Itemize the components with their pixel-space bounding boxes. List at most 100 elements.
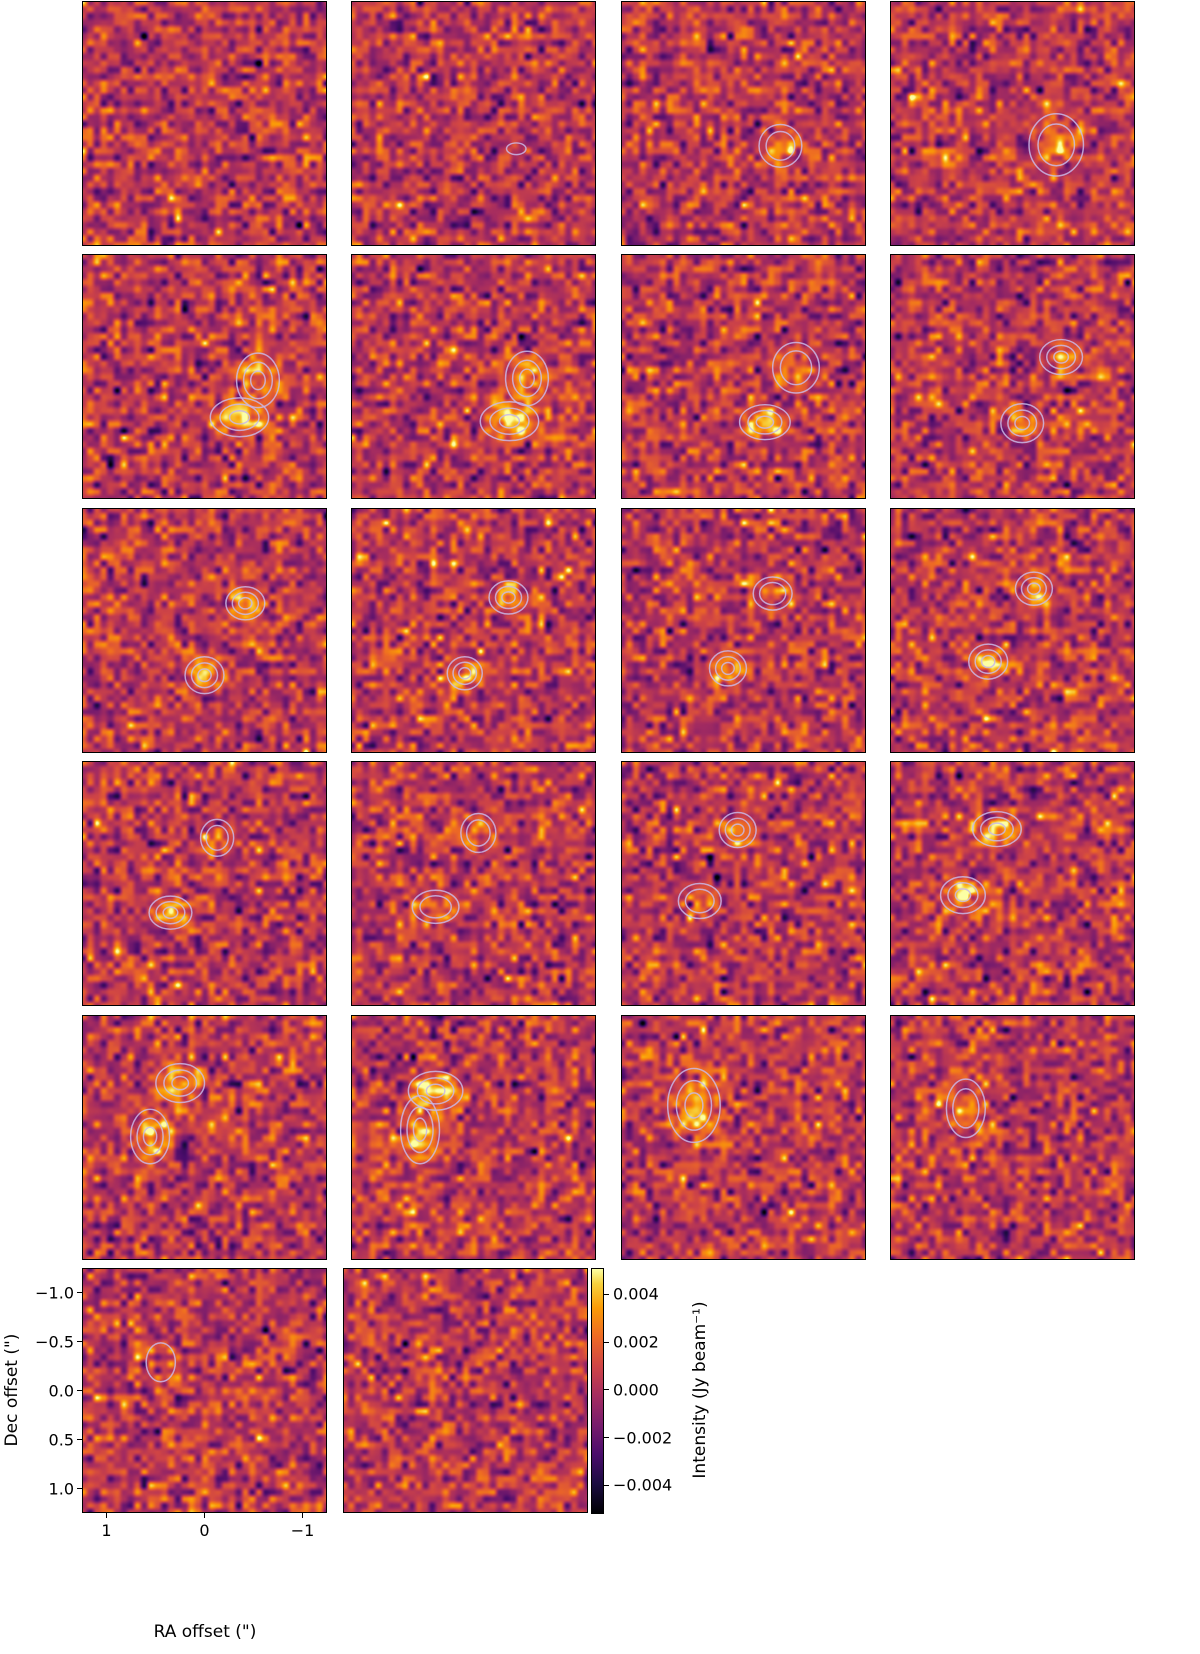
intensity-image: [83, 2, 326, 245]
contour-level-2: [714, 655, 742, 681]
x-tick-label: 1: [101, 1521, 112, 1540]
contour-level-3: [684, 1092, 704, 1119]
contour-level-1: [399, 1094, 441, 1165]
channel-panel-22: [343, 1268, 588, 1513]
contour-overlay: [184, 586, 266, 695]
colorbar: [591, 1268, 604, 1514]
x-tick-label: 0: [199, 1521, 210, 1540]
contour-level-2: [675, 1079, 713, 1131]
contour-level-1: [968, 643, 1009, 680]
contour-level-2: [758, 581, 787, 606]
contour-level-3: [237, 596, 253, 610]
contour-level-3: [755, 415, 775, 429]
contour-level-1: [209, 397, 270, 438]
contour-overlay: [129, 1062, 206, 1165]
contour-overlay: [411, 812, 497, 925]
contour-overlay: [446, 580, 529, 691]
contour-overlay: [344, 1269, 587, 1512]
contour-level-1: [446, 656, 483, 691]
contour-level-1: [971, 810, 1022, 848]
channel-panel-8: [890, 254, 1135, 499]
contour-overlay: [945, 1078, 987, 1139]
contour-level-1: [1028, 113, 1085, 177]
contour-level-2: [190, 662, 219, 689]
y-tick: [77, 1292, 82, 1293]
channel-panel-6: [351, 254, 596, 499]
y-tick-label: 0.0: [48, 1381, 74, 1400]
contour-level-3: [730, 823, 745, 837]
colorbar-tick: [604, 1484, 609, 1486]
channel-panel-3: [621, 1, 866, 246]
channel-panel-18: [351, 1015, 596, 1260]
y-tick-label: −1.0: [35, 1283, 74, 1302]
contour-overlay: [666, 1067, 721, 1144]
contour-level-2: [765, 130, 796, 161]
contour-overlay: [677, 811, 757, 920]
contour-level-3: [1026, 582, 1041, 596]
channel-panel-21: [82, 1268, 327, 1513]
contour-level-3: [980, 654, 996, 669]
channel-panel-13: [82, 761, 327, 1006]
contour-level-3: [171, 1075, 190, 1091]
intensity-image: [622, 509, 865, 752]
contour-level-3: [1053, 350, 1070, 364]
x-tick: [302, 1513, 303, 1518]
channel-panel-20: [890, 1015, 1135, 1260]
intensity-image: [352, 1016, 595, 1259]
contour-level-1: [235, 352, 281, 409]
channel-panel-11: [621, 508, 866, 753]
contour-level-2: [979, 816, 1014, 842]
intensity-image: [622, 762, 865, 1005]
contour-level-2: [952, 1088, 980, 1129]
intensity-image: [83, 255, 326, 498]
channel-panel-14: [351, 761, 596, 1006]
contour-level-1: [758, 123, 803, 168]
contour-level-2: [242, 361, 274, 400]
colorbar-label: Intensity (Jy beam⁻¹): [690, 1301, 710, 1479]
x-tick: [106, 1513, 107, 1518]
contour-level-3: [987, 822, 1006, 836]
colorbar-tick: [604, 1437, 609, 1439]
contour-overlay: [708, 576, 793, 687]
contour-level-2: [155, 900, 186, 925]
intensity-image: [83, 762, 326, 1005]
contour-level-2: [947, 882, 979, 909]
contour-level-3: [412, 1117, 428, 1143]
contour-level-1: [1014, 571, 1054, 606]
contour-level-1: [708, 650, 748, 687]
contour-level-2: [465, 819, 491, 847]
channel-panel-7: [621, 254, 866, 499]
contour-level-2: [219, 403, 260, 432]
x-tick: [204, 1513, 205, 1518]
contour-level-1: [155, 1062, 206, 1104]
contour-level-2: [416, 1077, 455, 1105]
intensity-image: [891, 1016, 1134, 1259]
contour-level-2: [1020, 576, 1048, 601]
contour-level-3: [228, 409, 251, 425]
contour-level-2: [724, 817, 751, 843]
channel-panel-1: [82, 1, 327, 246]
channel-panel-16: [890, 761, 1135, 1006]
contour-level-1: [460, 812, 497, 854]
contour-level-2: [136, 1117, 164, 1156]
y-tick: [77, 1488, 82, 1489]
intensity-image: [83, 509, 326, 752]
intensity-image: [352, 2, 595, 245]
y-tick-label: 1.0: [48, 1479, 74, 1498]
contour-level-2: [1046, 344, 1077, 370]
contour-level-1: [752, 576, 793, 611]
contour-overlay: [758, 123, 803, 168]
contour-level-3: [518, 368, 535, 389]
contour-level-1: [411, 889, 460, 925]
contour-level-2: [1007, 409, 1038, 437]
contour-level-2: [205, 824, 229, 851]
contour-overlay: [968, 571, 1054, 680]
contour-overlay: [505, 142, 527, 156]
contour-level-1: [718, 811, 757, 849]
channel-panel-4: [890, 1, 1135, 246]
contour-overlay: [83, 2, 326, 245]
colorbar-tick: [604, 1293, 609, 1295]
contour-level-2: [747, 409, 783, 435]
contour-level-2: [231, 591, 260, 616]
contour-level-1: [771, 341, 821, 394]
